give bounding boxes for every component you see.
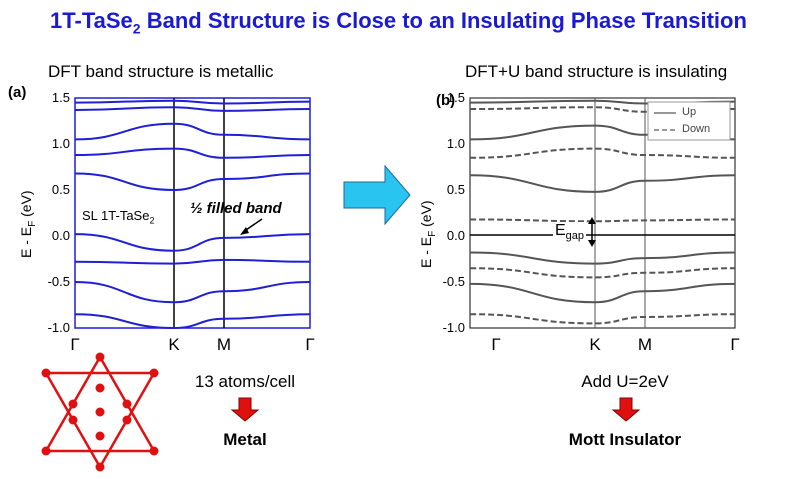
- right-xtick-gamma2: Γ: [730, 335, 740, 354]
- legend-box: [647, 101, 731, 141]
- left-ylabel-sub: F: [26, 220, 38, 227]
- right-xtick-m: M: [637, 335, 653, 354]
- mott-result: Mott Insulator: [568, 430, 682, 449]
- left-bands-band-3: [74, 147, 311, 159]
- left-ytick-6: -1.0: [47, 320, 70, 335]
- add-u-text: Add U=2eV: [581, 372, 669, 391]
- star-of-david-cluster: [41, 352, 159, 472]
- left-bands-band-8: [74, 313, 311, 330]
- star-atom-1: [149, 446, 159, 456]
- left-xtick-m: M: [216, 335, 232, 354]
- right-ytick-4: 0.0: [446, 228, 465, 243]
- left-bands-band-5: [74, 233, 311, 252]
- left-xtick-gamma1: Γ: [70, 335, 80, 354]
- left-subtitle: DFT band structure is metallic: [48, 62, 274, 81]
- sample-label-text: SL 1T-TaSe: [82, 208, 150, 223]
- right-ylabel-text: E - E: [418, 236, 434, 268]
- star-atom-12: [95, 407, 105, 417]
- left-ytick-1: 1.5: [51, 90, 70, 105]
- left-ytick-5: -0.5: [47, 274, 70, 289]
- left-ytick-3: 0.5: [51, 182, 70, 197]
- star-atom-4: [41, 368, 51, 378]
- right-bands-band-6: [469, 147, 736, 159]
- right-ytick-6: -1.0: [442, 320, 465, 335]
- left-ytick-4: 0.0: [51, 228, 70, 243]
- right-ytick-2: 1.0: [446, 136, 465, 151]
- left-ylabel-unit: (eV): [18, 190, 34, 221]
- gap-arrow-up: [588, 217, 596, 224]
- panel-b-tag: (b): [436, 92, 456, 109]
- left-xtick-k: K: [168, 335, 180, 354]
- sample-label-sub: 2: [149, 215, 155, 226]
- right-ytick-1: 1.5: [446, 90, 465, 105]
- legend-down-label: Down: [682, 123, 711, 135]
- right-ylabel: E - EF (eV): [418, 200, 438, 268]
- left-bands-band-1: [74, 106, 311, 112]
- transition-arrow: [343, 164, 411, 226]
- right-ytick-5: -0.5: [442, 274, 465, 289]
- gap-arrow-down: [588, 240, 596, 247]
- atoms-per-cell: 13 atoms/cell: [194, 372, 296, 391]
- star-atom-8: [122, 415, 132, 425]
- title-subscript: 2: [132, 20, 141, 37]
- right-subtitle: DFT+U band structure is insulating: [465, 62, 728, 81]
- star-atom-3: [95, 462, 105, 472]
- right-ylabel-unit: (eV): [418, 200, 434, 231]
- star-atom-2: [41, 446, 51, 456]
- right-bands-band-7: [469, 218, 736, 223]
- star-atom-10: [68, 415, 78, 425]
- star-atom-6: [95, 383, 105, 393]
- left-bands: [74, 99, 311, 330]
- right-plot-frame: [469, 97, 736, 329]
- gap-label-text: E: [555, 222, 566, 239]
- star-atom-7: [122, 399, 132, 409]
- left-ylabel: E - EF (eV): [18, 190, 38, 258]
- metal-down-arrow: [230, 397, 260, 422]
- left-bands-band-7: [74, 281, 311, 304]
- gap-label-sub: gap: [565, 230, 585, 243]
- right-bands-band-3: [469, 251, 736, 265]
- left-xtick-gamma2: Γ: [305, 335, 315, 354]
- left-bands-band-6: [74, 258, 311, 265]
- left-bands-band-0: [74, 99, 311, 105]
- left-ylabel-text: E - E: [18, 226, 34, 258]
- left-plot-frame: [74, 97, 311, 329]
- right-xtick-gamma1: Γ: [491, 335, 501, 354]
- legend-up-label: Up: [682, 106, 697, 118]
- right-xtick-k: K: [589, 335, 601, 354]
- left-ytick-2: 1.0: [51, 136, 70, 151]
- sample-label: SL 1T-TaSe2: [82, 208, 154, 226]
- panel-a-tag: (a): [8, 84, 27, 101]
- star-atom-0: [95, 352, 105, 362]
- right-bands-band-8: [469, 267, 736, 279]
- annotation-pointer-head: [240, 227, 249, 235]
- star-atom-9: [95, 431, 105, 441]
- title-rest: Band Structure is Close to an Insulating…: [140, 8, 747, 33]
- star-atom-5: [149, 368, 159, 378]
- left-bands-band-2: [74, 122, 311, 141]
- left-bands-band-4: [74, 172, 311, 192]
- star-atom-11: [68, 399, 78, 409]
- half-filled-annotation: ½ filled band: [190, 200, 282, 217]
- gap-label: Egap: [553, 222, 587, 243]
- slide-title: 1T-TaSe2 Band Structure is Close to an I…: [0, 8, 797, 36]
- right-bands-band-4: [469, 282, 736, 304]
- right-ytick-3: 0.5: [446, 182, 465, 197]
- metal-result: Metal: [223, 430, 267, 449]
- right-bands-band-2: [469, 174, 736, 193]
- mott-down-arrow: [611, 397, 641, 422]
- star-atoms: [41, 352, 159, 472]
- right-bands-band-9: [469, 313, 736, 325]
- title-main: 1T-TaSe: [50, 8, 133, 33]
- right-ylabel-sub: F: [426, 230, 438, 237]
